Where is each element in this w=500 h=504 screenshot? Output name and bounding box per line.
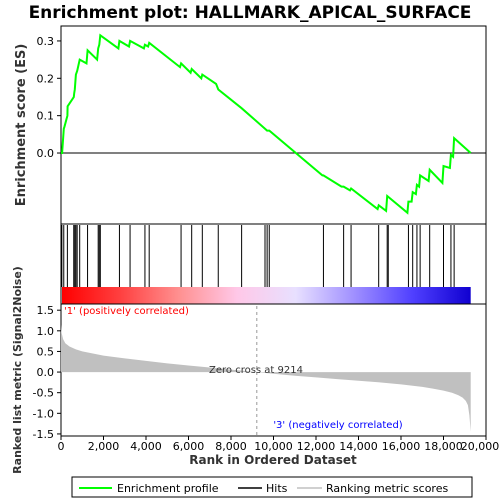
legend xyxy=(71,476,473,498)
metric-y-tick-label: -0.5 xyxy=(33,387,54,400)
metric-y-tick-label: 0.0 xyxy=(37,366,55,379)
x-axis-label: Rank in Ordered Dataset xyxy=(189,453,357,467)
x-tick-label: 2,000 xyxy=(88,440,120,453)
es-y-tick-label: 0.3 xyxy=(37,35,55,48)
x-tick-label: 10,000 xyxy=(254,440,293,453)
es-panel-frame xyxy=(60,25,487,225)
metric-y-tick-label: 0.5 xyxy=(37,345,55,358)
legend-metric-label: Ranking metric scores xyxy=(326,482,448,495)
legend-hits-label: Hits xyxy=(266,482,288,495)
es-y-tick-label: 0.2 xyxy=(37,72,55,85)
ranking-metric-area xyxy=(61,324,471,432)
x-tick-label: 14,000 xyxy=(339,440,378,453)
x-tick-label: 8,000 xyxy=(215,440,247,453)
chart-title: Enrichment plot: HALLMARK_APICAL_SURFACE xyxy=(29,3,472,23)
metric-y-axis: 1.5 1.0 0.5 0.0 -0.5 -1.0 -1.5 xyxy=(33,304,61,441)
metric-y-tick-label: -1.5 xyxy=(33,428,54,441)
metric-y-axis-label: Ranked list metric (Signal2Noise) xyxy=(11,266,24,474)
legend-enrichment-label: Enrichment profile xyxy=(117,482,219,495)
es-y-tick-label: 0.0 xyxy=(37,147,55,160)
metric-y-tick-label: 1.0 xyxy=(37,325,55,338)
es-y-axis-label: Enrichment score (ES) xyxy=(14,44,29,207)
ranking-heatmap-bar xyxy=(62,287,471,304)
positive-correlation-label: '1' (positively correlated) xyxy=(64,306,189,317)
metric-y-tick-label: -1.0 xyxy=(33,407,54,420)
x-tick-label: 20,000 xyxy=(461,440,500,453)
x-tick-label: 18,000 xyxy=(424,440,463,453)
gene-set-hits xyxy=(61,225,455,287)
zero-cross-label: Zero cross at 9214 xyxy=(209,365,303,376)
x-tick-label: 12,000 xyxy=(297,440,336,453)
metric-y-tick-label: 1.5 xyxy=(37,304,55,317)
x-axis: 0 2,000 4,000 6,000 8,000 10,000 12,000 14,000 1… xyxy=(58,436,500,453)
x-tick-label: 16,000 xyxy=(382,440,421,453)
x-tick-label: 4,000 xyxy=(130,440,162,453)
es-y-axis: 0.0 0.1 0.2 0.3 xyxy=(37,35,61,160)
es-y-tick-label: 0.1 xyxy=(37,110,55,123)
x-tick-label: 0 xyxy=(58,440,65,453)
enrichment-profile-line xyxy=(61,33,472,215)
negative-correlation-label: '3' (negatively correlated) xyxy=(273,420,402,431)
x-tick-label: 6,000 xyxy=(173,440,205,453)
